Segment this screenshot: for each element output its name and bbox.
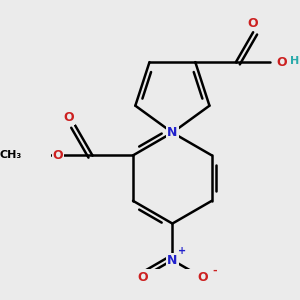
Text: O: O bbox=[63, 111, 74, 124]
Text: N: N bbox=[167, 126, 178, 139]
Text: H: H bbox=[290, 56, 299, 66]
Text: CH₃: CH₃ bbox=[0, 150, 21, 161]
Text: O: O bbox=[197, 271, 208, 284]
Text: O: O bbox=[248, 17, 259, 30]
Text: +: + bbox=[178, 246, 186, 256]
Text: N: N bbox=[167, 254, 178, 267]
Text: -: - bbox=[212, 266, 217, 276]
Text: O: O bbox=[52, 149, 63, 162]
Text: O: O bbox=[276, 56, 287, 69]
Text: O: O bbox=[137, 271, 148, 284]
